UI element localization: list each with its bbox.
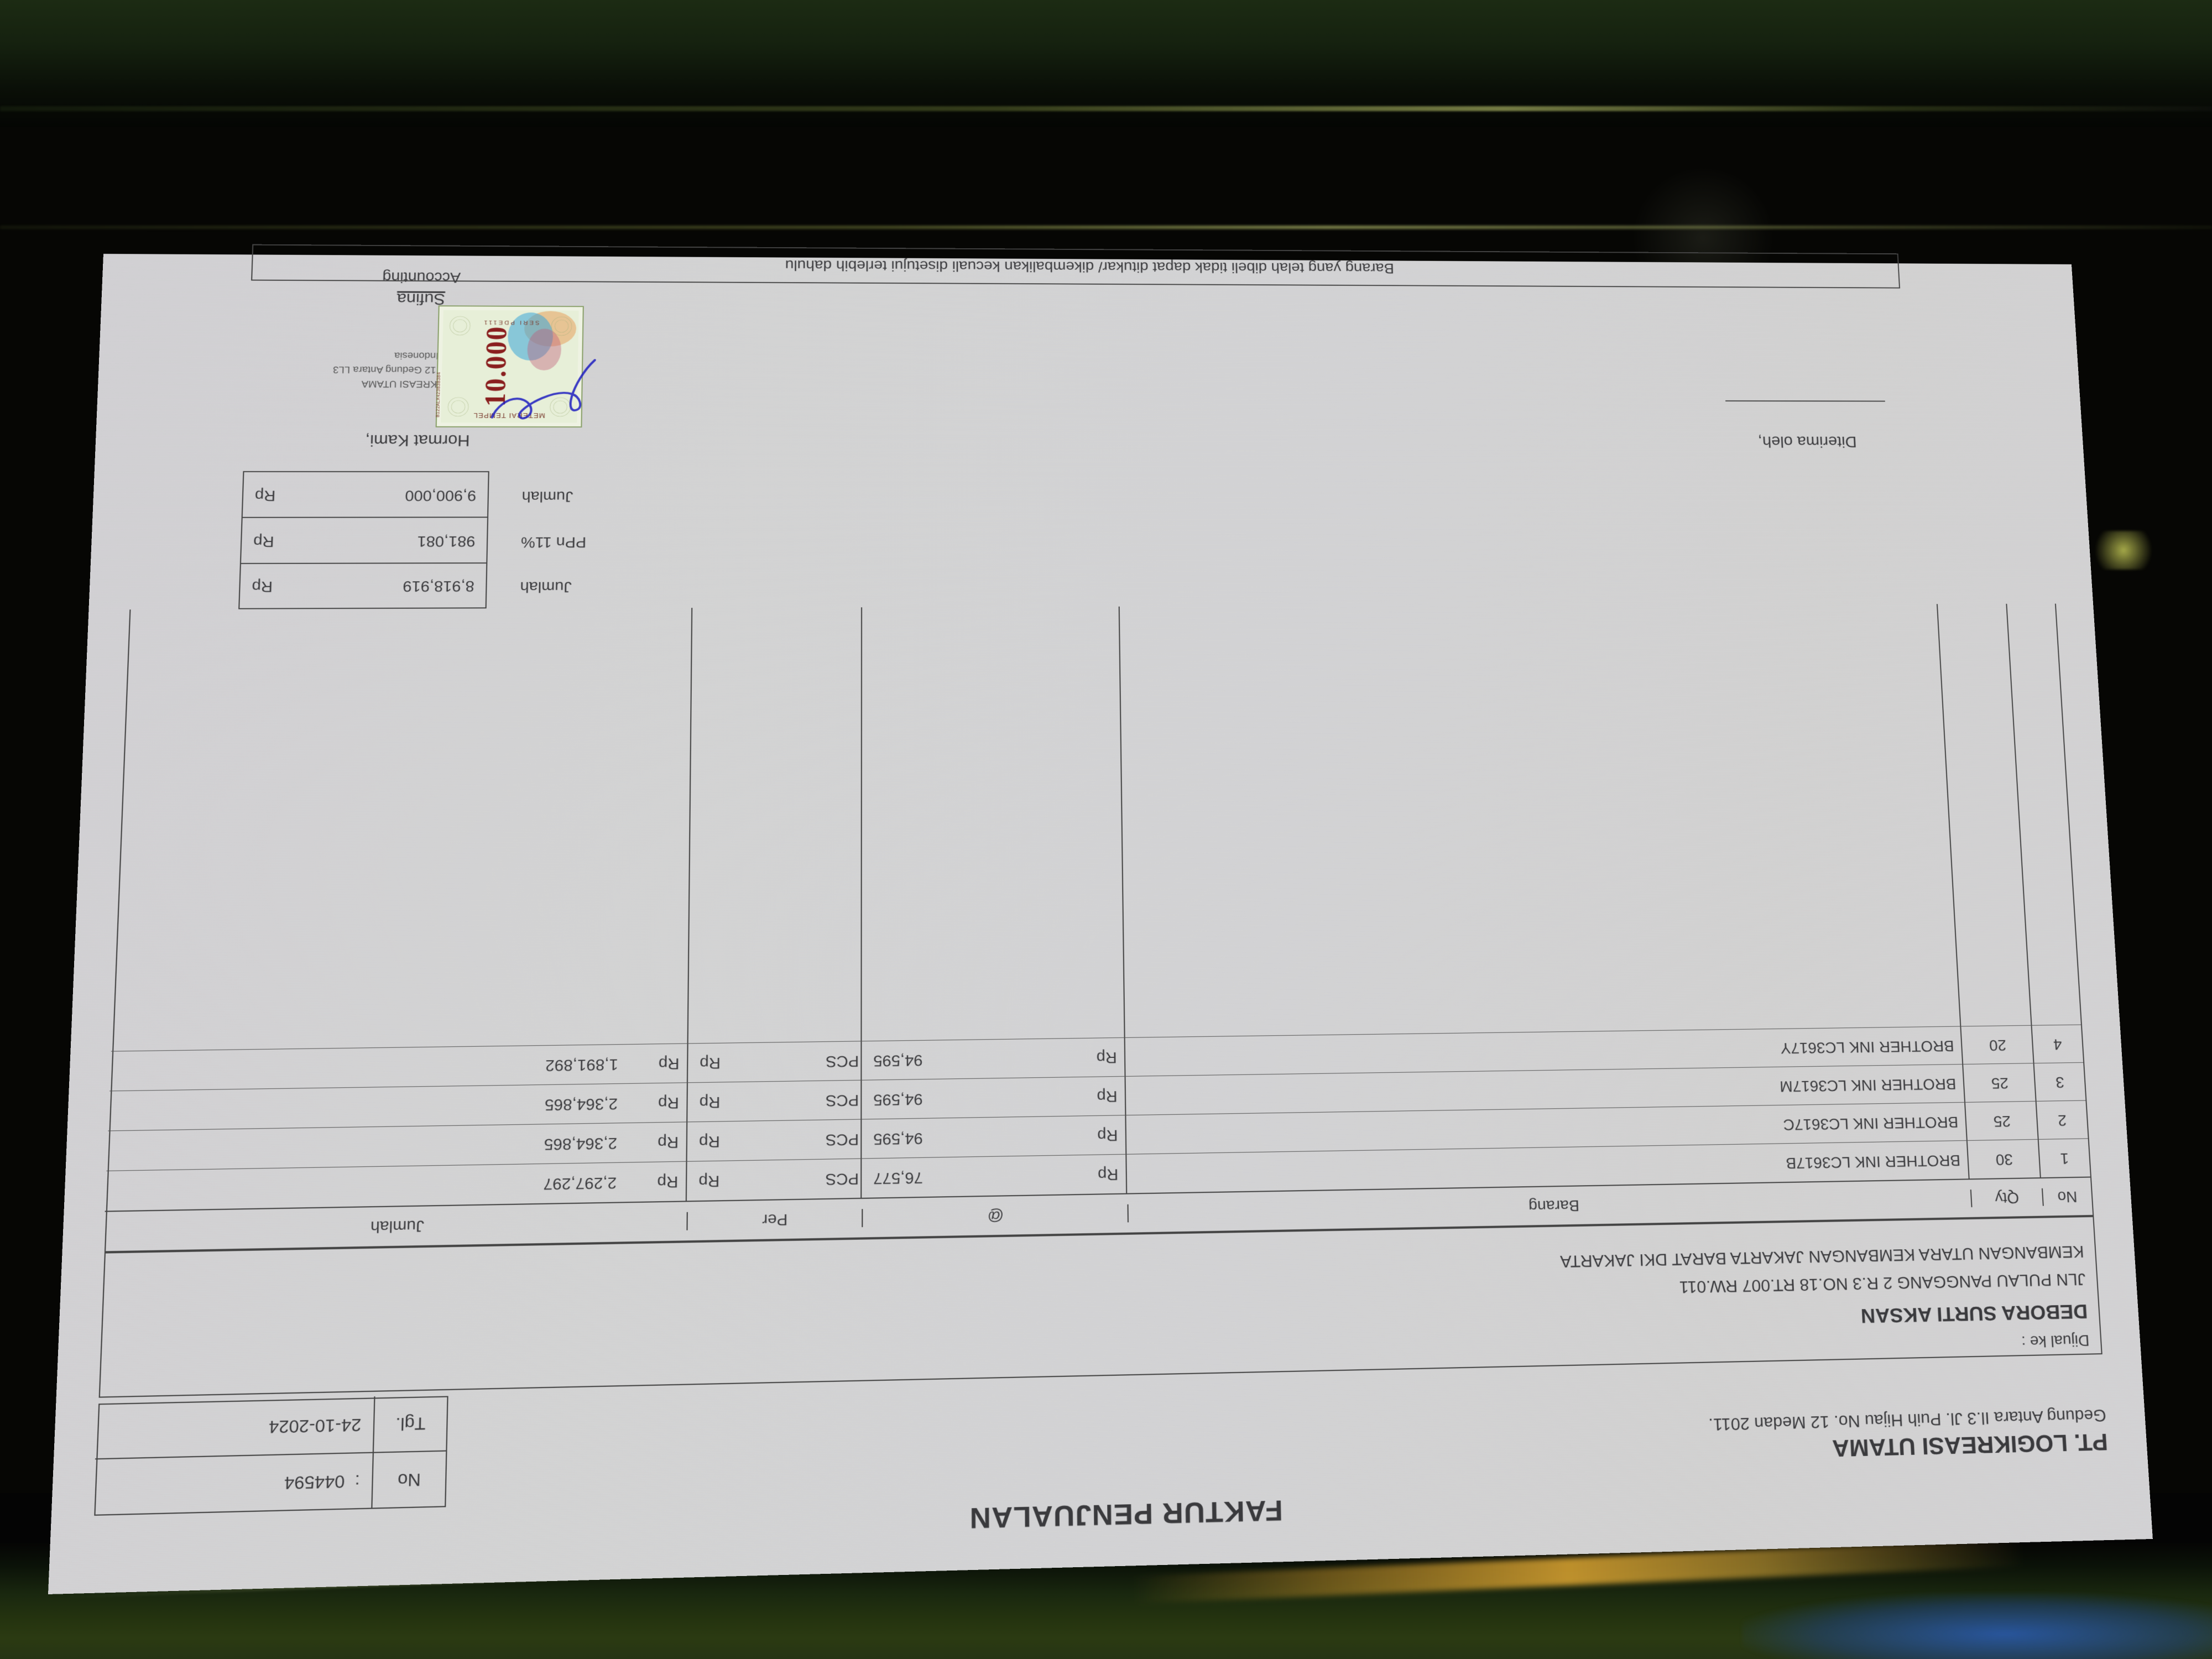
svg-text:SERI PDE111: SERI PDE111 <box>482 319 539 326</box>
svg-text:B122ALX423838384: B122ALX423838384 <box>435 372 442 418</box>
